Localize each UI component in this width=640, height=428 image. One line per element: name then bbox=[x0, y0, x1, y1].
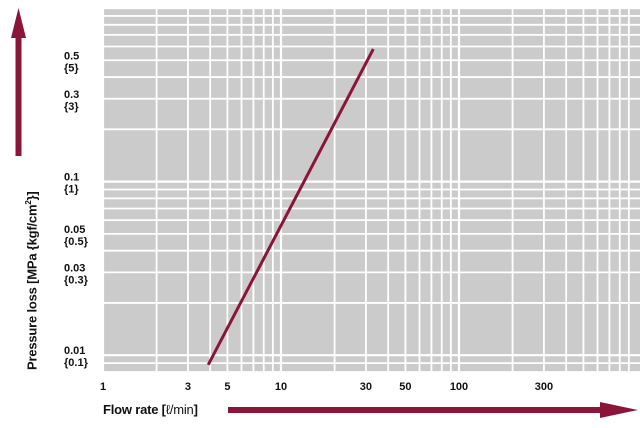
y-tick-label: 0.05 bbox=[64, 224, 85, 236]
y-tick-label: 0.1 bbox=[64, 172, 79, 184]
grid-lines bbox=[101, 6, 640, 373]
y-axis-label: Pressure loss [MPa {kgf/cm2}] bbox=[24, 191, 39, 370]
x-tick-label: 50 bbox=[399, 381, 411, 393]
y-tick-label: 0.03 bbox=[64, 262, 85, 274]
y-tick-label: 0.5 bbox=[64, 50, 79, 62]
y-axis-label-superscript: 2 bbox=[24, 200, 33, 205]
y-tick-label-kgf: {0.5} bbox=[64, 236, 89, 248]
x-tick-label: 100 bbox=[450, 381, 468, 393]
y-tick-label: 0.01 bbox=[64, 345, 85, 357]
y-tick-labels: 0.5{5} 0.3{3} 0.1{1} 0.05{0.5} 0.03{0.3} 0.01… bbox=[64, 50, 89, 369]
x-tick-labels: 1 3 5 10 30 50 100 300 bbox=[100, 381, 553, 393]
axis-arrows bbox=[11, 8, 638, 418]
y-tick-label-kgf: {3} bbox=[64, 101, 79, 113]
y-tick-label-kgf: {5} bbox=[64, 62, 79, 74]
x-axis-label: Flow rate [ℓ/min] bbox=[103, 402, 198, 417]
x-tick-label: 300 bbox=[535, 381, 553, 393]
x-arrow-shaft bbox=[228, 407, 608, 413]
y-arrow-head bbox=[11, 8, 26, 38]
series-group bbox=[206, 48, 375, 366]
y-arrow-shaft bbox=[15, 36, 22, 156]
y-tick-label: 0.3 bbox=[64, 89, 79, 101]
y-axis-label-text: Pressure loss [MPa {kgf/cm bbox=[24, 204, 40, 370]
x-tick-label: 10 bbox=[275, 381, 287, 393]
y-tick-label-kgf: {1} bbox=[64, 184, 79, 196]
x-tick-label: 5 bbox=[224, 381, 230, 393]
x-arrow-head bbox=[600, 402, 638, 418]
x-axis-label-close: ] bbox=[193, 402, 198, 417]
x-axis-label-unit: ℓ/min bbox=[165, 402, 194, 417]
x-tick-label: 3 bbox=[185, 381, 191, 393]
x-tick-label: 30 bbox=[360, 381, 372, 393]
x-axis-label-text: Flow rate [ bbox=[103, 402, 166, 417]
y-tick-label-kgf: {0.3} bbox=[64, 274, 89, 286]
y-axis-label-close: }] bbox=[24, 191, 40, 201]
series-line bbox=[206, 48, 375, 366]
x-tick-label: 1 bbox=[100, 381, 106, 393]
y-tick-label-kgf: {0.1} bbox=[64, 357, 89, 369]
